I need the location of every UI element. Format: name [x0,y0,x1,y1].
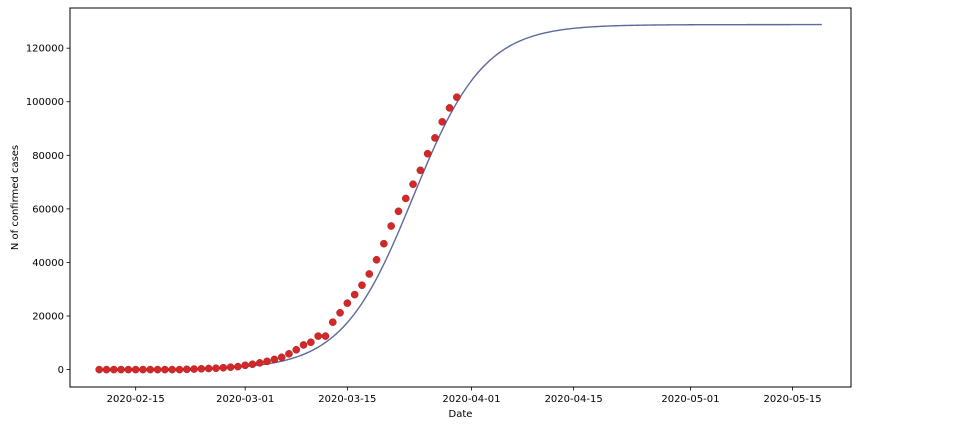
y-tick-label: 40000 [32,258,64,269]
data-point [431,134,439,142]
data-point [161,365,169,374]
data-point [197,364,206,373]
data-point [190,365,198,373]
plot-frame [69,7,852,388]
x-tick-label: 2020-02-15 [107,394,165,405]
data-point [241,361,249,370]
data-point [380,239,388,248]
x-tick-label: 2020-04-01 [442,394,500,405]
x-tick-label: 2020-05-01 [661,394,719,405]
data-points-layer [95,93,461,374]
y-tick-label: 60000 [32,204,64,215]
x-tick-label: 2020-03-01 [216,394,274,405]
data-point [365,270,374,278]
x-axis: 2020-02-15 2020-03-01 2020-03-15 2020-04-01… [107,387,822,405]
data-point [102,365,111,374]
data-point [146,365,155,374]
data-point [168,365,176,374]
x-tick-label: 2020-05-15 [764,394,822,405]
data-point [394,207,403,216]
data-point [139,365,147,374]
data-point [277,353,286,362]
data-point [445,104,454,112]
data-point [387,222,395,230]
data-point [328,318,337,326]
y-tick-label: 100000 [26,97,64,108]
data-point [416,166,425,175]
data-point [372,255,381,264]
data-point [109,365,118,374]
data-point [175,365,184,374]
data-point [131,365,140,374]
y-tick-label: 0 [58,365,64,376]
data-point [409,180,417,189]
data-point [255,359,264,367]
data-point [117,365,125,374]
y-tick-label: 120000 [26,44,64,55]
y-axis-label: N of confirmed cases [10,145,21,250]
data-point [453,93,461,101]
data-point [204,364,213,373]
y-tick-label: 20000 [32,312,64,323]
data-point [314,332,322,340]
x-tick-label: 2020-03-15 [318,394,376,405]
data-point [285,349,293,358]
data-point [226,363,235,371]
x-axis-label: Date [449,409,473,420]
data-point [212,364,220,373]
data-point [219,363,228,372]
y-axis: 0 20000 40000 60000 80000 100000 120000 [26,44,70,376]
data-point [358,281,366,290]
data-point [95,365,103,374]
data-point [321,332,330,340]
data-point [299,341,308,349]
data-point [307,338,315,347]
data-point [336,309,344,317]
data-point [248,360,257,369]
data-point [153,365,162,374]
data-point [270,355,279,364]
data-point [438,118,447,126]
data-point [182,365,191,374]
y-tick-label: 80000 [32,151,64,162]
data-point [292,345,301,354]
data-point [263,357,271,366]
data-point [350,290,359,299]
x-tick-label: 2020-04-15 [545,394,603,405]
data-point [401,194,410,203]
data-point [343,299,352,307]
data-point [234,362,242,371]
data-point [423,149,432,158]
data-point [124,365,133,374]
